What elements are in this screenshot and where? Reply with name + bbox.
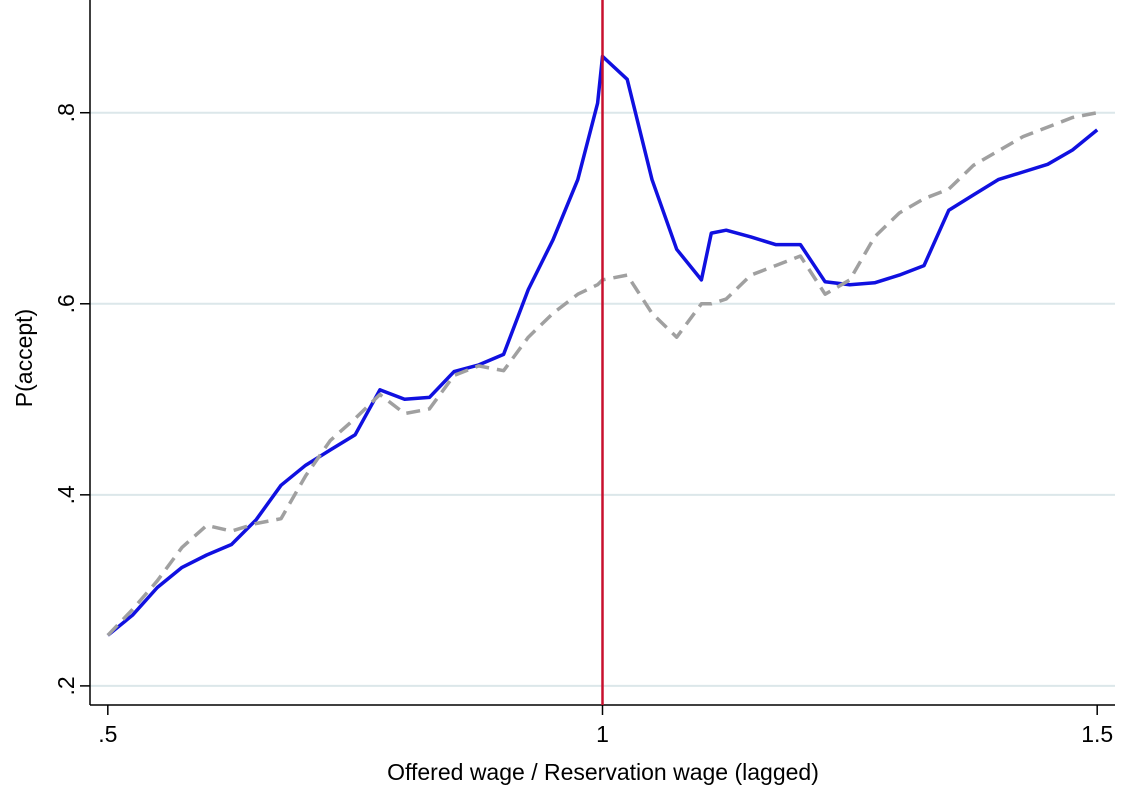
x-tick-label: 1	[596, 721, 609, 747]
y-tick-label: .6	[53, 294, 79, 313]
y-tick-label: .4	[53, 485, 79, 504]
y-tick-label: .8	[53, 103, 79, 122]
y-axis-label: P(accept)	[11, 309, 37, 407]
x-tick-label: 1.5	[1081, 721, 1113, 747]
x-axis-label: Offered wage / Reservation wage (lagged)	[387, 759, 819, 785]
x-tick-label: .5	[98, 721, 117, 747]
y-tick-label: .2	[53, 676, 79, 695]
